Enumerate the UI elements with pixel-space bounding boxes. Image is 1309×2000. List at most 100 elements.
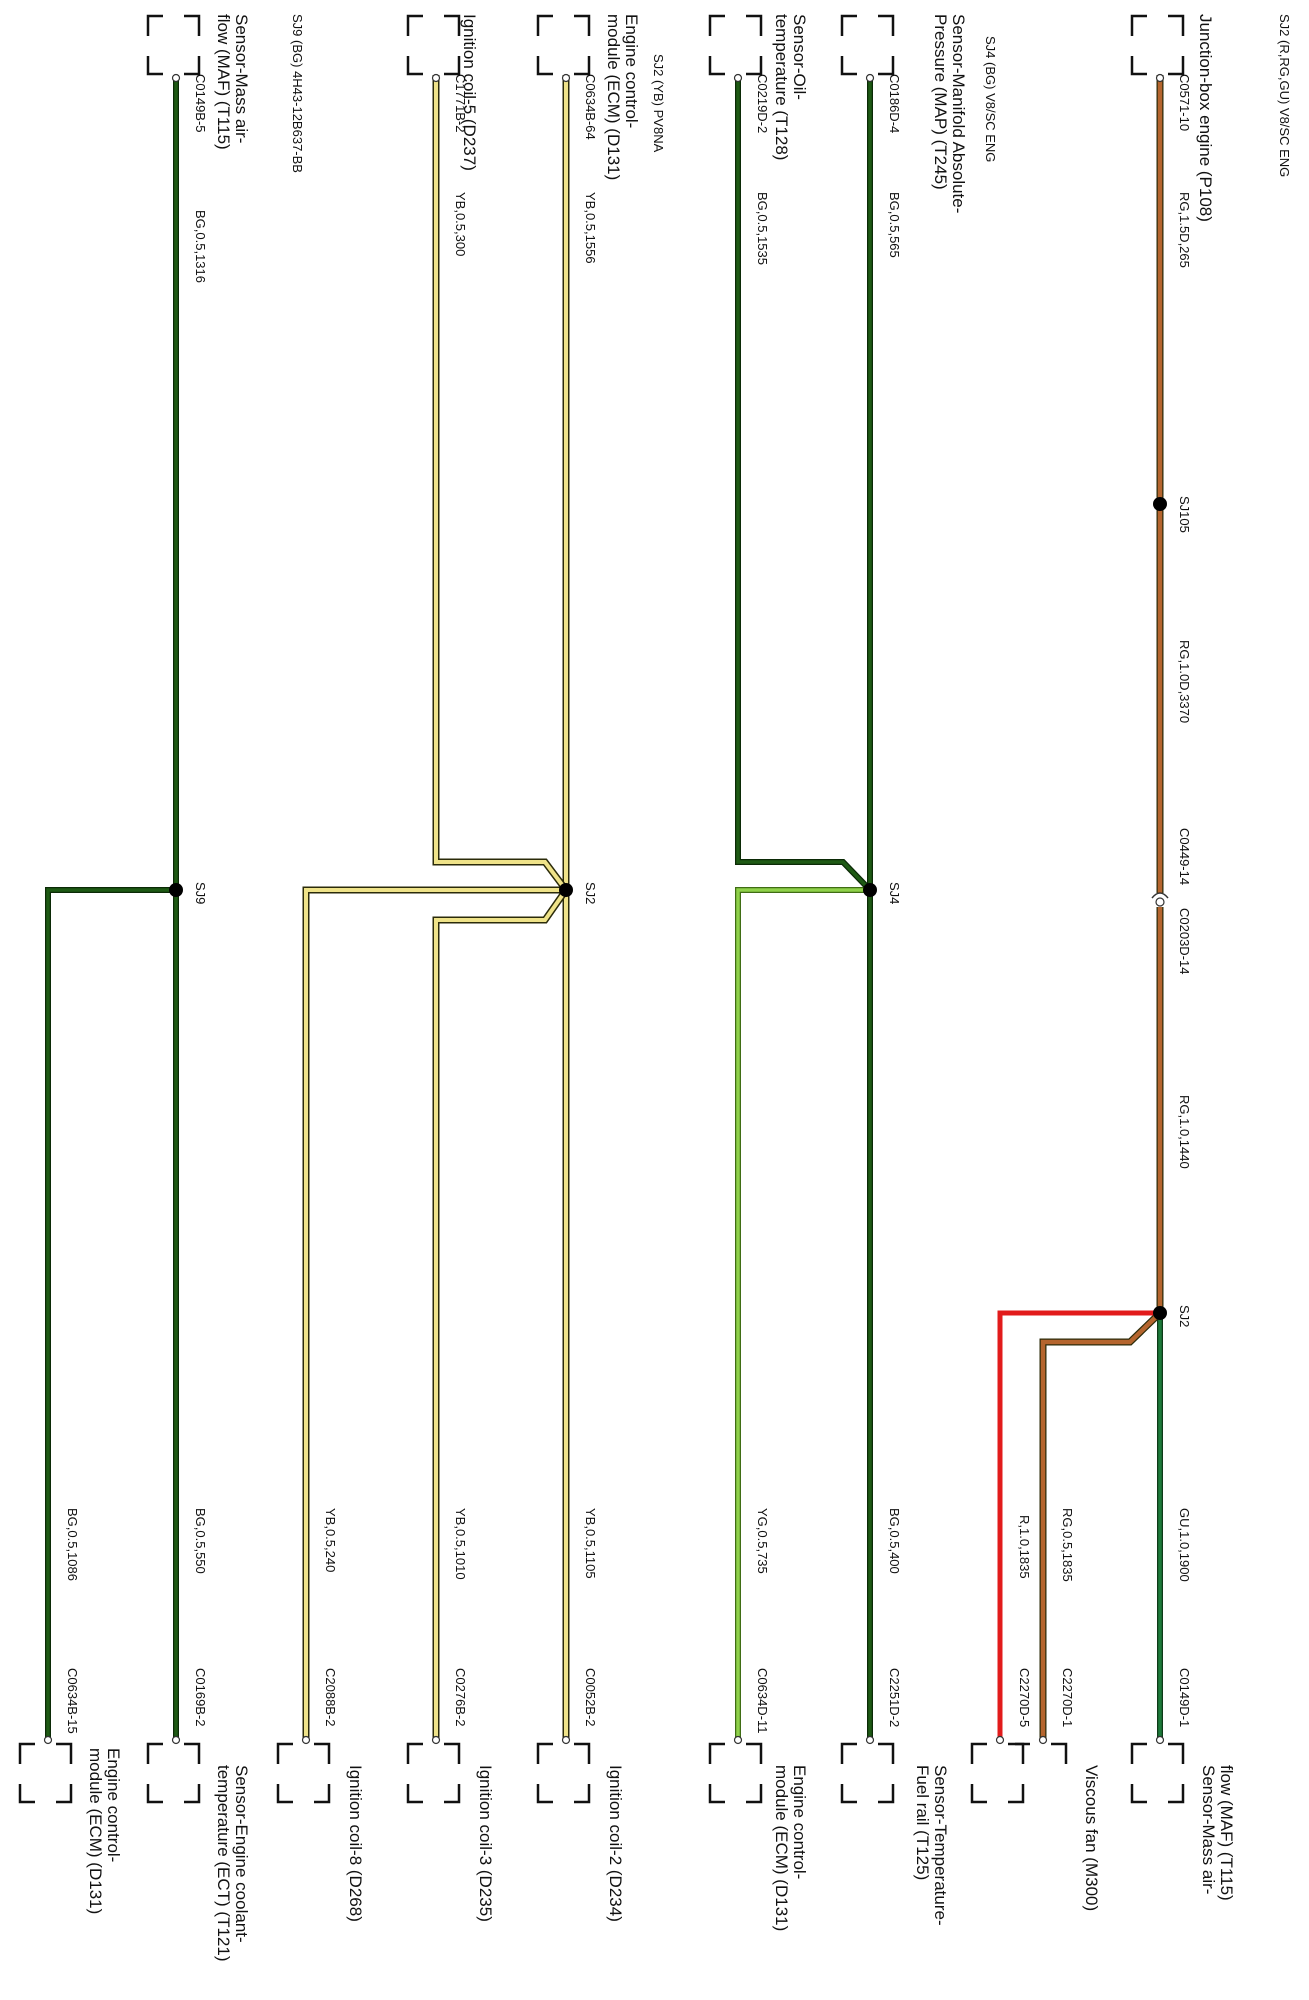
wire-label-yb-0.5-1105: YB,0.5,1105 xyxy=(583,1508,598,1579)
wire-label-bg-0.5-565: BG,0.5,565 xyxy=(887,192,902,258)
connector-c0149b-5: C0149B-5 xyxy=(193,74,208,133)
connector-c0571-10: C0571-10 xyxy=(1177,74,1192,131)
component-ecm-yb-line-1: Engine control- xyxy=(622,14,641,128)
circuit-sj2-yb-wires xyxy=(302,75,570,1738)
wire-label-bg-0.5-1086: BG,0.5,1086 xyxy=(65,1508,80,1581)
circuit-sj4-wires xyxy=(735,75,873,1738)
component-maf-sensor-t115-right: Sensor-Mass air- flow (MAF) (T115) xyxy=(1199,1765,1236,1901)
wire-label-yb-0.5-1010: YB,0.5,1010 xyxy=(453,1508,468,1580)
component-ecm-yb-line-2: module (ECM) (D131) xyxy=(604,14,623,180)
circuit-sj9-wires xyxy=(45,75,179,1738)
component-oil-temp-sensor: Sensor-Oil- temperature (T128) xyxy=(772,14,809,160)
wire-yb-240 xyxy=(302,886,566,1738)
component-ect-sensor: Sensor-Engine coolant- temperature (ECT)… xyxy=(214,1765,251,1962)
wire-label-rg-1.0-1440: RG,1.0,1440 xyxy=(1177,1095,1192,1169)
component-ect-line-2: temperature (ECT) (T121) xyxy=(214,1765,233,1962)
connector-c0634b-64: C0634B-64 xyxy=(583,74,598,140)
component-maf-left-line-2: flow (MAF) (T115) xyxy=(214,14,233,150)
splice-sj9 xyxy=(169,883,183,897)
component-oil-temp-line-1: Sensor-Oil- xyxy=(790,14,809,100)
wire-rg-viscous-branch xyxy=(1039,1310,1163,1738)
wire-yg-735 xyxy=(735,887,870,1738)
splice-label-sj4: SJ4 xyxy=(887,882,902,904)
wire-bg-1086 xyxy=(45,887,176,1738)
component-ignition-coil-5: Ignition coil-5 (D237) xyxy=(460,14,479,171)
connector-pins-top xyxy=(171,73,1165,83)
component-ecm-sj9-line-1: Engine control- xyxy=(104,1748,123,1862)
wire-label-rg-1.0d-3370: RG,1.0D,3370 xyxy=(1177,640,1192,723)
connector-c0634d-11: C0634D-11 xyxy=(755,1668,770,1734)
wire-label-bg-0.5-1316: BG,0.5,1316 xyxy=(193,210,208,283)
header-sj9-bg: SJ9 (BG) 4H43-12B637-BB xyxy=(290,14,305,173)
component-maf-sensor-t115-left: Sensor-Mass air- flow (MAF) (T115) xyxy=(214,14,251,150)
splice-label-sj9: SJ9 xyxy=(193,882,208,904)
component-viscous-fan: Viscous fan (M300) xyxy=(1082,1765,1101,1911)
component-ignition-coil-2: Ignition coil-2 (D234) xyxy=(606,1765,625,1922)
inline-connector xyxy=(1151,892,1169,907)
component-ecm-d131-sj4: Engine control- module (ECM) (D131) xyxy=(772,1765,809,1931)
splice-label-sj2-rg: SJ2 xyxy=(1177,1305,1192,1327)
component-maf-line-1: Sensor-Mass air- xyxy=(1199,1765,1218,1894)
component-ignition-coil-3: Ignition coil-3 (D235) xyxy=(476,1765,495,1922)
component-ecm-d131-yb: Engine control- module (ECM) (D131) xyxy=(604,14,641,180)
connector-c2270d-5: C2270D-5 xyxy=(1017,1668,1032,1727)
component-fuel-rail-line-2: Fuel rail (T125) xyxy=(913,1765,932,1880)
component-fuel-rail-line-1: Sensor-Temperature- xyxy=(931,1765,950,1926)
wire-label-yb-0.5-1556: YB,0.5,1556 xyxy=(583,192,598,264)
wire-label-bg-0.5-400: BG,0.5,400 xyxy=(887,1508,902,1574)
connector-c0186d-4: C0186D-4 xyxy=(887,74,902,133)
wire-label-rg-1.5d-265: RG,1.5D,265 xyxy=(1177,192,1192,268)
component-ignition-coil-8: Ignition coil-8 (D268) xyxy=(346,1765,365,1922)
wire-label-bg-0.5-550: BG,0.5,550 xyxy=(193,1508,208,1574)
connector-c0149d-1: C0149D-1 xyxy=(1177,1668,1192,1727)
component-fuel-rail-temp-sensor: Sensor-Temperature- Fuel rail (T125) xyxy=(913,1765,950,1930)
wire-label-bg-0.5-1535: BG,0.5,1535 xyxy=(755,192,770,265)
connector-c0169b-2: C0169B-2 xyxy=(193,1668,208,1727)
splice-label-sj2-yb: SJ2 xyxy=(583,882,598,904)
header-sj4-bg: SJ4 (BG) V8/SC ENG xyxy=(983,36,998,162)
wire-label-yg-0.5-735: YG,0.5,735 xyxy=(755,1508,770,1574)
splice-sj2-yb xyxy=(559,883,573,897)
component-map-sensor: Sensor-Manifold Absolute- Pressure (MAP)… xyxy=(931,14,968,218)
connector-c2088b-2: C2088B-2 xyxy=(323,1668,338,1727)
connector-c0203d-14: C0203D-14 xyxy=(1177,908,1192,975)
connector-c0634b-15: C0634B-15 xyxy=(65,1668,80,1734)
connector-c2270d-1: C2270D-1 xyxy=(1060,1668,1075,1727)
splice-sj105 xyxy=(1153,497,1167,511)
splice-sj4 xyxy=(863,883,877,897)
component-oil-temp-line-2: temperature (T128) xyxy=(772,14,791,160)
wire-label-yb-0.5-300: YB,0.5,300 xyxy=(453,192,468,256)
component-ecm-d131-sj9: Engine control- module (ECM) (D131) xyxy=(86,1748,123,1914)
connector-c0219d-2: C0219D-2 xyxy=(755,74,770,133)
connector-c0052b-2: C0052B-2 xyxy=(583,1668,598,1727)
wire-label-yb-0.5-240: YB,0.5,240 xyxy=(323,1508,338,1572)
component-map-line-2: Pressure (MAP) (T245) xyxy=(931,14,950,190)
connector-pins-bottom xyxy=(43,1735,1165,1745)
connector-bracket-top xyxy=(146,14,1185,76)
connector-c0449-14: C0449-14 xyxy=(1177,828,1192,885)
component-ect-line-1: Sensor-Engine coolant- xyxy=(232,1765,251,1943)
component-map-line-1: Sensor-Manifold Absolute- xyxy=(949,14,968,213)
header-sj2-yb: SJ2 (YB) PV8NA xyxy=(651,54,666,153)
circuit-rg-wires xyxy=(997,75,1164,1738)
connector-c1771b-2: C1771B-2 xyxy=(453,74,468,133)
component-ecm-sj4-line-2: module (ECM) (D131) xyxy=(772,1765,791,1931)
connector-bracket-bottom xyxy=(18,1742,1185,1804)
wire-yb-1010 xyxy=(432,887,569,1738)
wire-label-r-1.0-1835: R,1.0,1835 xyxy=(1017,1515,1032,1579)
splice-points xyxy=(169,497,1167,1320)
header-sj2-rg: SJ2 (R,RG,GU) V8/SC ENG xyxy=(1277,14,1292,177)
splice-label-sj105: SJ105 xyxy=(1177,496,1192,533)
wire-label-gu-1.0-1900: GU,1.0,1900 xyxy=(1177,1508,1192,1582)
connector-c2251d-2: C2251D-2 xyxy=(887,1668,902,1727)
wire-bg-1535 xyxy=(735,75,873,893)
component-maf-line-2: flow (MAF) (T115) xyxy=(1217,1765,1236,1901)
wire-red-branch xyxy=(997,1310,1160,1738)
wire-label-rg-0.5-1835: RG,0.5,1835 xyxy=(1060,1508,1075,1582)
splice-sj2-rg xyxy=(1153,1306,1167,1320)
wire-yb-300 xyxy=(432,75,569,893)
component-junction-box: Junction-box engine (P108) xyxy=(1196,14,1215,222)
component-maf-left-line-1: Sensor-Mass air- xyxy=(232,14,251,143)
component-ecm-sj9-line-2: module (ECM) (D131) xyxy=(86,1748,105,1914)
